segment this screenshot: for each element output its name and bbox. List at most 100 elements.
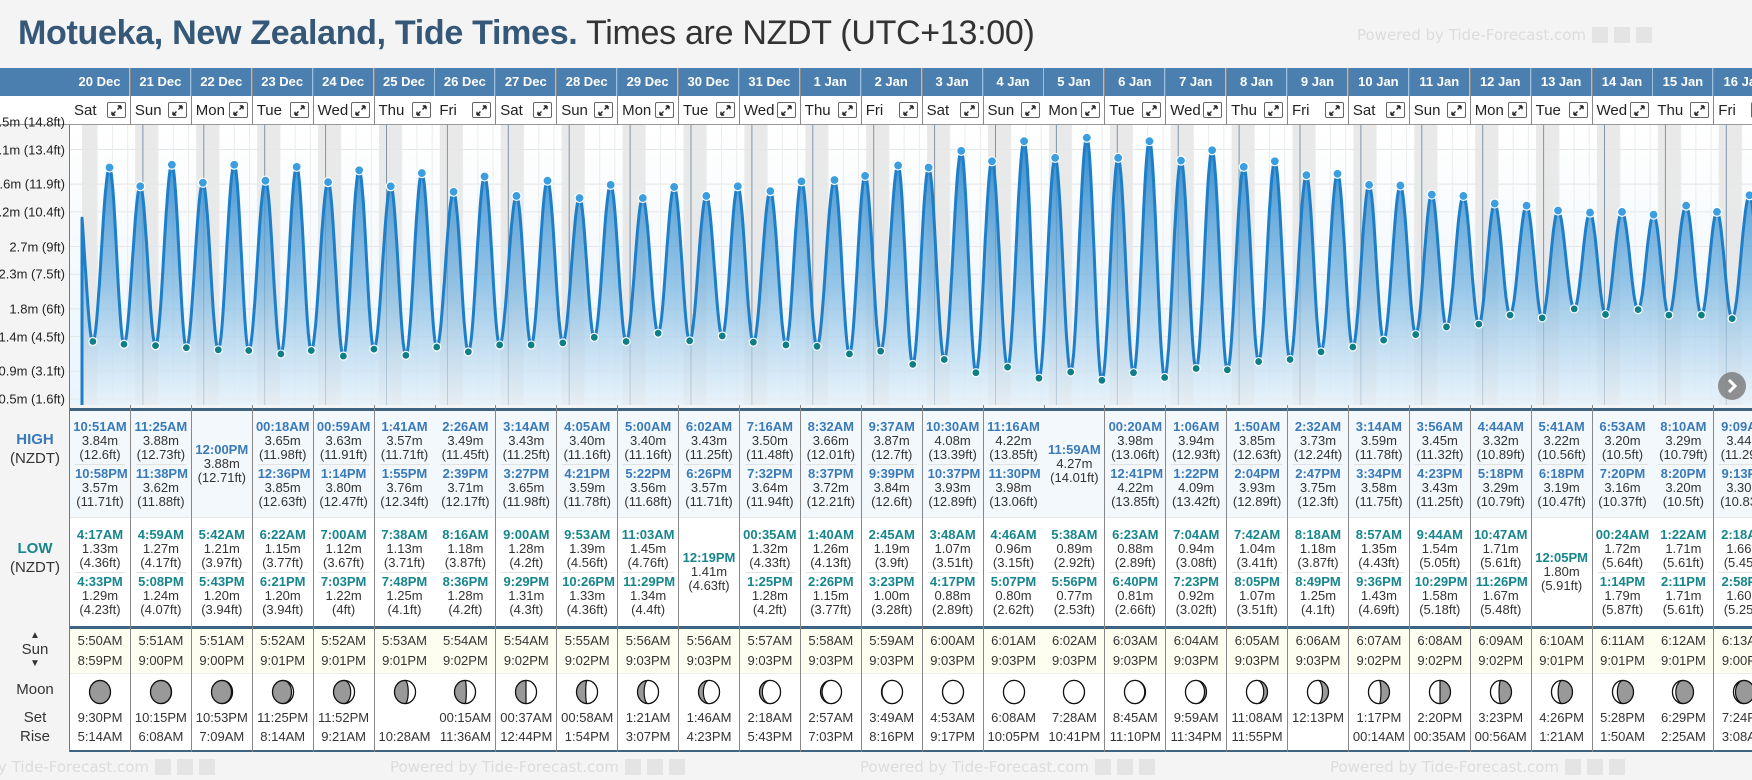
high-tide-point[interactable] xyxy=(1744,190,1752,201)
high-tide-point[interactable] xyxy=(1395,180,1406,191)
expand-day-button[interactable] xyxy=(289,102,309,118)
high-tide-point[interactable] xyxy=(479,171,490,182)
low-tide-point[interactable] xyxy=(1254,356,1264,367)
low-tide-point[interactable] xyxy=(526,340,536,350)
high-tide-point[interactable] xyxy=(1207,145,1218,156)
low-tide-point[interactable] xyxy=(306,345,316,356)
high-tide-point[interactable] xyxy=(1113,152,1124,163)
high-tide-point[interactable] xyxy=(354,165,365,176)
low-tide-point[interactable] xyxy=(401,350,411,360)
low-tide-point[interactable] xyxy=(1379,335,1389,345)
high-tide-point[interactable] xyxy=(1711,206,1723,217)
high-tide-point[interactable] xyxy=(986,156,998,167)
low-tide-point[interactable] xyxy=(971,368,981,378)
high-tide-point[interactable] xyxy=(322,176,334,188)
low-tide-point[interactable] xyxy=(748,337,758,347)
high-tide-point[interactable] xyxy=(1552,205,1564,216)
expand-day-button[interactable] xyxy=(472,102,492,118)
high-tide-point[interactable] xyxy=(1521,200,1532,211)
low-tide-point[interactable] xyxy=(369,344,379,354)
low-tide-point[interactable] xyxy=(276,349,286,359)
expand-day-button[interactable] xyxy=(350,102,370,118)
high-tide-point[interactable] xyxy=(923,162,934,173)
expand-day-button[interactable] xyxy=(594,102,614,118)
low-tide-point[interactable] xyxy=(213,345,223,355)
low-tide-point[interactable] xyxy=(1441,322,1452,332)
low-tide-point[interactable] xyxy=(432,342,442,352)
low-tide-point[interactable] xyxy=(338,351,348,361)
low-tide-point[interactable] xyxy=(781,340,791,350)
scroll-next-button[interactable] xyxy=(1718,372,1746,400)
high-tide-point[interactable] xyxy=(135,181,146,192)
expand-day-button[interactable] xyxy=(837,102,857,118)
high-tide-point[interactable] xyxy=(796,176,807,187)
high-tide-point[interactable] xyxy=(1144,136,1155,147)
expand-day-button[interactable] xyxy=(533,102,553,118)
high-tide-point[interactable] xyxy=(829,174,840,186)
high-tide-point[interactable] xyxy=(1175,155,1187,166)
low-tide-point[interactable] xyxy=(1191,363,1201,374)
low-tide-point[interactable] xyxy=(1034,373,1044,383)
expand-day-button[interactable] xyxy=(167,102,187,118)
high-tide-point[interactable] xyxy=(1018,136,1030,147)
expand-day-button[interactable] xyxy=(1385,102,1405,118)
low-tide-point[interactable] xyxy=(1696,310,1706,320)
low-tide-point[interactable] xyxy=(1066,367,1076,377)
high-tide-point[interactable] xyxy=(542,175,553,186)
low-tide-point[interactable] xyxy=(1128,368,1139,378)
high-tide-point[interactable] xyxy=(1269,156,1280,167)
low-tide-point[interactable] xyxy=(119,339,129,349)
expand-day-button[interactable] xyxy=(776,102,796,118)
high-tide-point[interactable] xyxy=(1332,168,1343,179)
low-tide-point[interactable] xyxy=(463,347,473,357)
high-tide-point[interactable] xyxy=(893,160,904,171)
low-tide-point[interactable] xyxy=(1537,313,1547,323)
high-tide-point[interactable] xyxy=(104,162,115,173)
low-tide-point[interactable] xyxy=(589,332,599,342)
high-tide-point[interactable] xyxy=(1584,207,1596,218)
low-tide-point[interactable] xyxy=(1316,347,1326,357)
high-tide-point[interactable] xyxy=(637,192,648,204)
low-tide-point[interactable] xyxy=(653,328,663,338)
high-tide-point[interactable] xyxy=(1681,200,1692,211)
low-tide-point[interactable] xyxy=(181,343,191,353)
low-tide-point[interactable] xyxy=(1348,342,1358,352)
low-tide-point[interactable] xyxy=(88,336,98,347)
high-tide-point[interactable] xyxy=(260,175,271,186)
expand-day-button[interactable] xyxy=(411,102,431,118)
high-tide-point[interactable] xyxy=(166,159,177,170)
high-tide-point[interactable] xyxy=(511,190,522,202)
expand-day-button[interactable] xyxy=(959,102,979,118)
high-tide-point[interactable] xyxy=(1616,206,1628,217)
expand-day-button[interactable] xyxy=(1690,102,1710,118)
high-tide-point[interactable] xyxy=(732,181,743,192)
expand-day-button[interactable] xyxy=(655,102,675,118)
expand-day-button[interactable] xyxy=(1325,102,1344,118)
high-tide-point[interactable] xyxy=(197,177,208,188)
low-tide-point[interactable] xyxy=(1505,310,1515,320)
high-tide-point[interactable] xyxy=(860,170,871,181)
high-tide-point[interactable] xyxy=(416,167,427,179)
low-tide-point[interactable] xyxy=(1664,310,1674,320)
high-tide-point[interactable] xyxy=(1081,132,1092,143)
high-tide-point[interactable] xyxy=(1364,179,1375,190)
low-tide-point[interactable] xyxy=(1727,314,1737,324)
low-tide-point[interactable] xyxy=(1600,309,1611,320)
low-tide-point[interactable] xyxy=(558,338,568,348)
high-tide-point[interactable] xyxy=(1489,198,1500,209)
low-tide-point[interactable] xyxy=(844,349,855,359)
high-tide-point[interactable] xyxy=(385,181,396,192)
low-tide-point[interactable] xyxy=(495,340,505,350)
expand-day-button[interactable] xyxy=(1507,102,1527,118)
expand-day-button[interactable] xyxy=(1264,102,1284,118)
low-tide-point[interactable] xyxy=(1633,305,1643,315)
low-tide-point[interactable] xyxy=(1160,372,1170,383)
high-tide-point[interactable] xyxy=(1458,190,1469,202)
low-tide-point[interactable] xyxy=(244,345,254,356)
low-tide-point[interactable] xyxy=(1411,329,1421,340)
high-tide-point[interactable] xyxy=(701,190,712,202)
high-tide-point[interactable] xyxy=(1426,189,1437,200)
low-tide-point[interactable] xyxy=(939,354,949,365)
low-tide-point[interactable] xyxy=(685,336,695,346)
low-tide-point[interactable] xyxy=(908,359,918,369)
